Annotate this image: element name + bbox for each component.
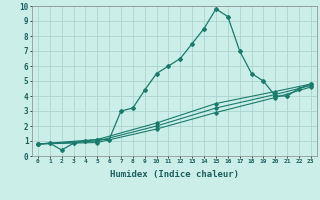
X-axis label: Humidex (Indice chaleur): Humidex (Indice chaleur) [110,170,239,179]
